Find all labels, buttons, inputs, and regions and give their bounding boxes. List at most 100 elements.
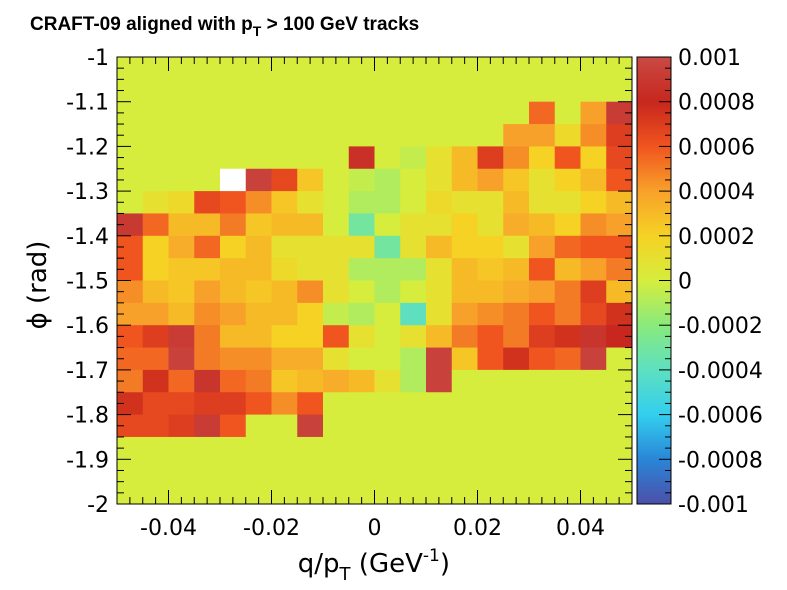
heatmap-cell xyxy=(580,369,607,393)
heatmap-cell xyxy=(297,369,324,393)
heatmap-cell xyxy=(477,57,504,80)
heatmap-cell xyxy=(503,347,530,371)
heatmap-cell xyxy=(245,146,272,170)
heatmap-cell xyxy=(348,459,375,483)
heatmap-cell xyxy=(503,302,530,326)
heatmap-cell xyxy=(194,146,221,170)
heatmap-cell xyxy=(142,258,169,281)
heatmap-cell xyxy=(245,258,272,281)
heatmap-cell xyxy=(374,213,401,237)
heatmap-cell xyxy=(451,258,478,281)
heatmap-cell xyxy=(323,124,350,147)
heatmap-cell xyxy=(400,302,427,326)
heatmap-cell xyxy=(503,392,530,415)
heatmap-cell xyxy=(477,213,504,237)
heatmap-cell xyxy=(271,101,298,125)
heatmap-cell xyxy=(374,325,401,348)
heatmap-cell xyxy=(374,146,401,170)
heatmap-cell xyxy=(117,79,144,103)
heatmap-cell xyxy=(348,392,375,415)
heatmap-cell xyxy=(168,325,195,348)
heatmap-cell xyxy=(245,79,272,103)
heatmap-cell xyxy=(606,168,633,192)
heatmap-cell xyxy=(168,191,195,214)
heatmap-cell xyxy=(142,459,169,483)
heatmap-cell xyxy=(297,57,324,80)
heatmap-cell xyxy=(426,235,453,259)
y-tick-label: -1.1 xyxy=(66,91,109,116)
heatmap-cell xyxy=(271,414,298,438)
heatmap-cell xyxy=(554,79,581,103)
heatmap-cell xyxy=(580,213,607,237)
heatmap-cell xyxy=(323,213,350,237)
heatmap-cell xyxy=(426,325,453,348)
heatmap-cell xyxy=(297,146,324,170)
heatmap-cell xyxy=(400,459,427,483)
heatmap-cell xyxy=(142,235,169,259)
heatmap-cell xyxy=(168,436,195,460)
heatmap-cell xyxy=(142,392,169,415)
heatmap-cell xyxy=(194,347,221,371)
heatmap-cell xyxy=(554,459,581,483)
heatmap-cell xyxy=(117,347,144,371)
heatmap-cell xyxy=(271,347,298,371)
heatmap-cell xyxy=(400,258,427,281)
heatmap-cell xyxy=(245,168,272,192)
heatmap-cell xyxy=(323,168,350,192)
heatmap-cell xyxy=(271,459,298,483)
heatmap-cell xyxy=(580,347,607,371)
heatmap-cell xyxy=(220,146,247,170)
heatmap-cell xyxy=(529,258,556,281)
heatmap-cell xyxy=(400,168,427,192)
heatmap-cell xyxy=(374,258,401,281)
heatmap-cell xyxy=(168,146,195,170)
heatmap-cell xyxy=(529,235,556,259)
heatmap-cell xyxy=(503,191,530,214)
heatmap-cell xyxy=(503,146,530,170)
heatmap-cell xyxy=(117,57,144,80)
heatmap-cell xyxy=(554,280,581,304)
heatmap-cell xyxy=(477,235,504,259)
heatmap-cell xyxy=(271,392,298,415)
heatmap-cell xyxy=(503,101,530,125)
heatmap-cell xyxy=(580,191,607,214)
heatmap-cell xyxy=(451,101,478,125)
heatmap-cell xyxy=(529,213,556,237)
y-tick-label: -1.7 xyxy=(66,359,109,384)
heatmap-cell xyxy=(194,414,221,438)
heatmap-cell xyxy=(245,392,272,415)
heatmap-cell xyxy=(426,191,453,214)
x-tick-label: -0.02 xyxy=(243,516,300,541)
heatmap-cell xyxy=(245,325,272,348)
heatmap-cell xyxy=(168,481,195,505)
color-scale-tick-label: -0.0004 xyxy=(678,359,763,384)
heatmap-cell xyxy=(194,392,221,415)
heatmap-cell xyxy=(348,101,375,125)
heatmap-cell xyxy=(580,392,607,415)
heatmap-cell xyxy=(348,258,375,281)
heatmap-cell xyxy=(245,57,272,80)
heatmap-cell xyxy=(142,146,169,170)
heatmap-cell xyxy=(529,191,556,214)
heatmap-cells xyxy=(117,57,633,505)
heatmap-cell xyxy=(477,392,504,415)
heatmap-cell xyxy=(400,280,427,304)
heatmap-cell xyxy=(323,481,350,505)
heatmap-cell xyxy=(323,191,350,214)
heatmap-cell xyxy=(477,302,504,326)
heatmap-cell xyxy=(348,79,375,103)
heatmap-cell xyxy=(503,369,530,393)
heatmap-cell xyxy=(168,168,195,192)
heatmap-cell xyxy=(323,369,350,393)
heatmap-cell xyxy=(142,57,169,80)
heatmap-cell xyxy=(168,124,195,147)
heatmap-cell xyxy=(194,235,221,259)
heatmap-cell xyxy=(348,481,375,505)
heatmap-cell xyxy=(529,481,556,505)
heatmap-cell xyxy=(529,414,556,438)
heatmap-cell xyxy=(245,436,272,460)
heatmap-cell xyxy=(194,213,221,237)
heatmap-cell xyxy=(400,325,427,348)
heatmap-cell xyxy=(323,280,350,304)
heatmap-cell xyxy=(117,302,144,326)
